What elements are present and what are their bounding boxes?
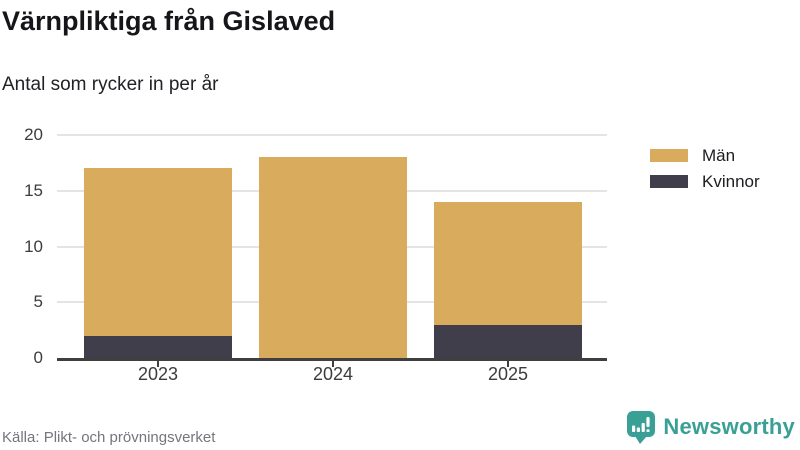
legend-label: Män [702,146,736,165]
plot-area [57,134,607,367]
chart-legend: Män Kvinnor [650,146,760,201]
legend-swatch [650,175,688,188]
bar-2024 [259,157,407,358]
chart-title: Värnpliktiga från Gislaved [2,6,336,36]
x-axis: 2023 2024 2025 [57,364,607,388]
x-tick-label: 2023 [137,364,179,384]
newsworthy-logo-link[interactable]: Newsworthy [626,409,795,445]
x-tick [507,361,509,367]
bar-2023 [84,168,232,358]
y-tick-label: 20 [24,125,43,144]
x-tick-label: 2025 [487,364,529,384]
legend-swatch [650,149,688,162]
x-axis-line [57,358,607,361]
newsworthy-wordmark: Newsworthy [663,414,795,439]
bar-segment-kvinnor [84,335,232,358]
bar-2025 [434,201,582,358]
legend-item-kvinnor: Kvinnor [650,172,760,191]
newsworthy-icon [627,411,656,444]
bar-segment-kvinnor [434,324,582,358]
legend-item-män: Män [650,146,760,165]
bar-segment-män [84,168,232,336]
x-tick [332,361,334,367]
chart-subtitle: Antal som rycker in per år [2,74,219,95]
y-tick-label: 0 [33,348,43,367]
bar-segment-män [434,201,582,325]
y-tick-label: 10 [24,236,43,256]
source-note: Källa: Plikt- och prövningsverket [2,429,216,446]
bar-segment-män [259,157,407,358]
y-tick-label: 5 [33,292,43,312]
y-axis: 0 5 10 15 20 [0,125,43,367]
legend-label: Kvinnor [702,172,760,191]
x-tick [157,361,159,367]
x-tick-label: 2024 [312,364,354,384]
y-tick-label: 15 [24,180,43,200]
gridline [57,134,607,136]
